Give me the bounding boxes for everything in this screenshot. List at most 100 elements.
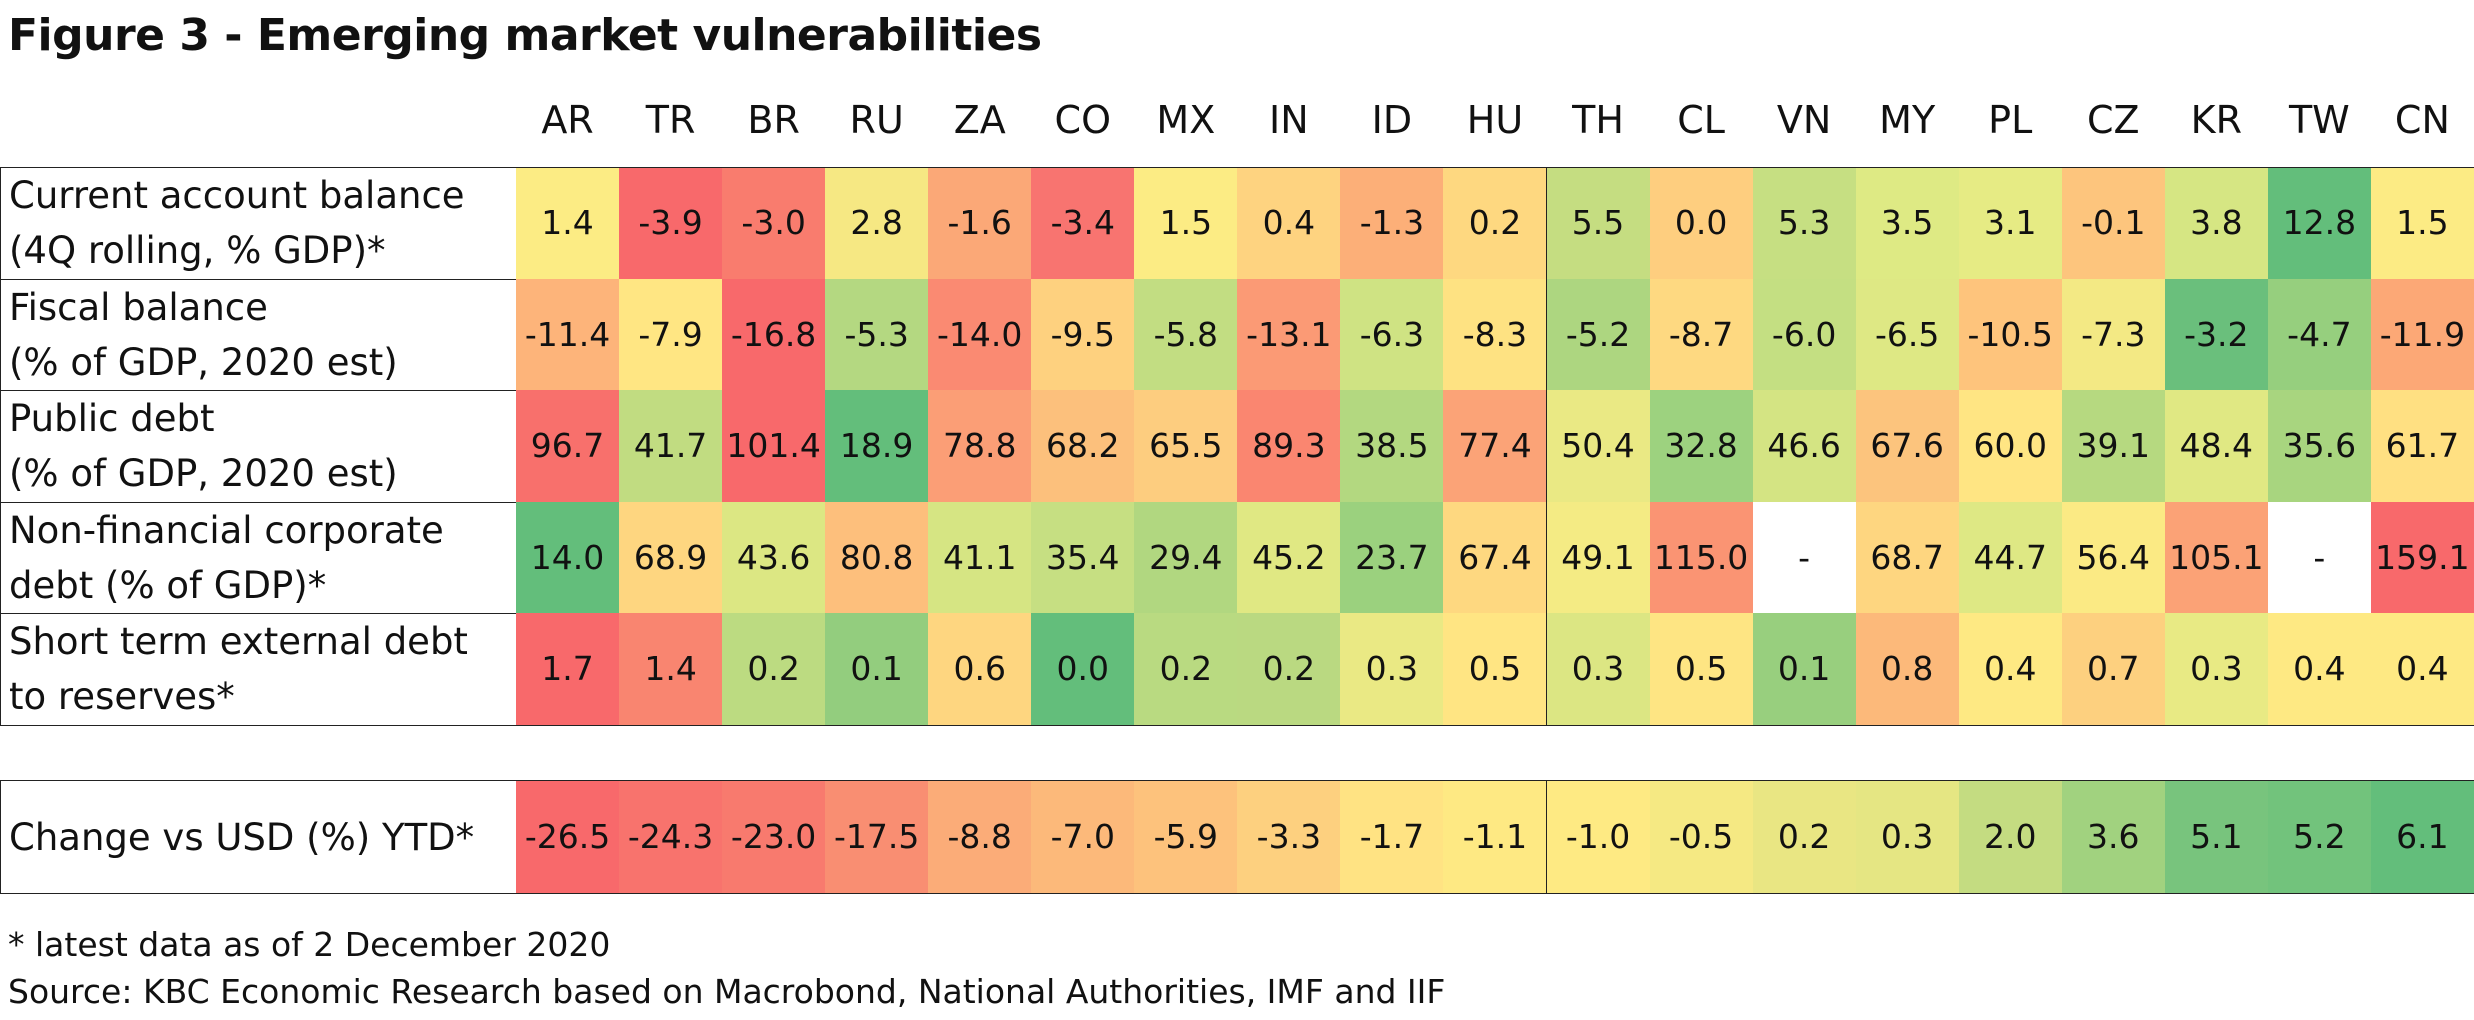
source-note: Source: KBC Economic Research based on M… <box>8 972 1446 1011</box>
row-label-line: Fiscal balance <box>9 285 268 329</box>
column-header-my: MY <box>1879 98 1936 142</box>
value-cell-ru: 18.9 <box>825 390 930 503</box>
value-cell-pl: 0.4 <box>1958 613 2063 726</box>
value-cell-cl: 0.5 <box>1649 613 1754 726</box>
change-cell-in: -3.3 <box>1237 780 1342 894</box>
value-cell-hu: 0.5 <box>1443 613 1548 726</box>
row-label-line: Public debt <box>9 397 215 441</box>
column-header-tw: TW <box>2288 98 2350 142</box>
value-cell-cl: -8.7 <box>1649 278 1754 392</box>
change-cell-th: -1.0 <box>1546 780 1651 894</box>
footnote: * latest data as of 2 December 2020 <box>8 925 611 964</box>
value-cell-cz: -7.3 <box>2061 278 2166 392</box>
value-cell-th: 5.5 <box>1546 167 1651 280</box>
change-cell-cn: 6.1 <box>2370 780 2474 894</box>
value-cell-tw: 0.4 <box>2267 613 2372 726</box>
value-cell-id: 0.3 <box>1340 613 1445 726</box>
value-cell-pl: -10.5 <box>1958 278 2063 392</box>
row-label-line: (4Q rolling, % GDP)* <box>9 229 386 272</box>
value-cell-id: -6.3 <box>1340 278 1445 392</box>
value-cell-my: 0.8 <box>1855 613 1960 726</box>
row-label: Non-financial corporate debt (% of GDP)* <box>0 501 517 615</box>
row-label: Current account balance (4Q rolling, % GD… <box>0 167 517 280</box>
value-cell-mx: 65.5 <box>1134 390 1239 503</box>
change-row-label: Change vs USD (%) YTD* <box>0 780 517 894</box>
value-cell-co: 68.2 <box>1031 390 1136 503</box>
change-cell-co: -7.0 <box>1031 780 1136 894</box>
row-label-line: Short term external debt <box>9 620 468 664</box>
value-cell-tr: -7.9 <box>619 278 724 392</box>
value-cell-cz: 56.4 <box>2061 501 2166 615</box>
value-cell-kr: 0.3 <box>2164 613 2269 726</box>
value-cell-br: 101.4 <box>722 390 827 503</box>
value-cell-kr: 48.4 <box>2164 390 2269 503</box>
value-cell-vn: -6.0 <box>1752 278 1857 392</box>
change-cell-my: 0.3 <box>1855 780 1960 894</box>
value-cell-co: 0.0 <box>1031 613 1136 726</box>
row-label-line: Non-financial corporate <box>9 508 444 552</box>
value-cell-tr: 68.9 <box>619 501 724 615</box>
column-header-za: ZA <box>953 98 1006 142</box>
value-cell-kr: -3.2 <box>2164 278 2269 392</box>
value-cell-th: 0.3 <box>1546 613 1651 726</box>
change-cell-cz: 3.6 <box>2061 780 2166 894</box>
column-header-br: BR <box>747 98 800 142</box>
column-header-in: IN <box>1269 98 1309 142</box>
value-cell-kr: 3.8 <box>2164 167 2269 280</box>
change-cell-ru: -17.5 <box>825 780 930 894</box>
change-cell-br: -23.0 <box>722 780 827 894</box>
value-cell-ar: -11.4 <box>516 278 621 392</box>
value-cell-ru: 0.1 <box>825 613 930 726</box>
value-cell-za: 41.1 <box>928 501 1033 615</box>
value-cell-mx: 0.2 <box>1134 613 1239 726</box>
change-cell-hu: -1.1 <box>1443 780 1548 894</box>
value-cell-br: -16.8 <box>722 278 827 392</box>
value-cell-ar: 14.0 <box>516 501 621 615</box>
value-cell-br: 0.2 <box>722 613 827 726</box>
value-cell-cn: 1.5 <box>2370 167 2474 280</box>
row-label-line: debt (% of GDP)* <box>9 563 327 607</box>
value-cell-ru: 80.8 <box>825 501 930 615</box>
value-cell-tw: - <box>2267 501 2372 615</box>
column-header-id: ID <box>1371 98 1413 142</box>
value-cell-mx: -5.8 <box>1134 278 1239 392</box>
value-cell-tw: 12.8 <box>2267 167 2372 280</box>
value-cell-cz: 0.7 <box>2061 613 2166 726</box>
value-cell-co: 35.4 <box>1031 501 1136 615</box>
column-header-th: TH <box>1572 98 1624 142</box>
value-cell-th: 49.1 <box>1546 501 1651 615</box>
value-cell-tr: 41.7 <box>619 390 724 503</box>
value-cell-ar: 1.4 <box>516 167 621 280</box>
value-cell-in: 0.4 <box>1237 167 1342 280</box>
value-cell-in: 45.2 <box>1237 501 1342 615</box>
value-cell-kr: 105.1 <box>2164 501 2269 615</box>
value-cell-cn: 0.4 <box>2370 613 2474 726</box>
value-cell-in: 89.3 <box>1237 390 1342 503</box>
column-header-cn: CN <box>2394 98 2450 142</box>
value-cell-id: -1.3 <box>1340 167 1445 280</box>
value-cell-my: -6.5 <box>1855 278 1960 392</box>
value-cell-in: 0.2 <box>1237 613 1342 726</box>
row-label: Public debt (% of GDP, 2020 est) <box>0 390 517 503</box>
column-header-mx: MX <box>1156 98 1216 142</box>
column-header-pl: PL <box>1988 98 2033 142</box>
value-cell-tr: 1.4 <box>619 613 724 726</box>
column-header-vn: VN <box>1776 98 1832 142</box>
row-label-line: (% of GDP, 2020 est) <box>9 340 398 384</box>
value-cell-ru: 2.8 <box>825 167 930 280</box>
value-cell-br: 43.6 <box>722 501 827 615</box>
column-header-co: CO <box>1054 98 1111 142</box>
value-cell-cl: 0.0 <box>1649 167 1754 280</box>
value-cell-cn: -11.9 <box>2370 278 2474 392</box>
value-cell-vn: - <box>1752 501 1857 615</box>
change-cell-za: -8.8 <box>928 780 1033 894</box>
value-cell-in: -13.1 <box>1237 278 1342 392</box>
change-cell-tr: -24.3 <box>619 780 724 894</box>
column-header-hu: HU <box>1466 98 1524 142</box>
value-cell-co: -3.4 <box>1031 167 1136 280</box>
column-header-tr: TR <box>645 98 696 142</box>
value-cell-hu: 67.4 <box>1443 501 1548 615</box>
value-cell-id: 23.7 <box>1340 501 1445 615</box>
column-header-kr: KR <box>2190 98 2242 142</box>
change-cell-cl: -0.5 <box>1649 780 1754 894</box>
